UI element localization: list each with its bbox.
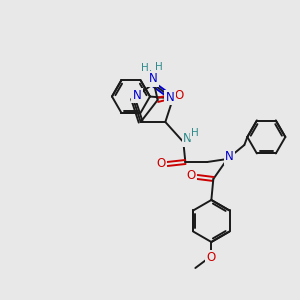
Text: H: H [155, 62, 163, 72]
Text: O: O [157, 158, 166, 170]
Text: N: N [148, 73, 158, 85]
Text: N: N [133, 89, 141, 102]
Text: N: N [166, 91, 174, 104]
Text: N: N [166, 91, 174, 104]
Text: N: N [148, 73, 158, 85]
Text: N: N [148, 70, 157, 83]
Text: O: O [187, 169, 196, 182]
Text: O: O [207, 251, 216, 265]
Text: H: H [141, 63, 148, 73]
Text: N: N [225, 151, 234, 164]
Text: O: O [174, 89, 183, 103]
Text: N: N [183, 133, 192, 146]
Text: H: H [191, 128, 199, 138]
Text: N: N [133, 89, 141, 102]
Text: N: N [166, 91, 174, 104]
